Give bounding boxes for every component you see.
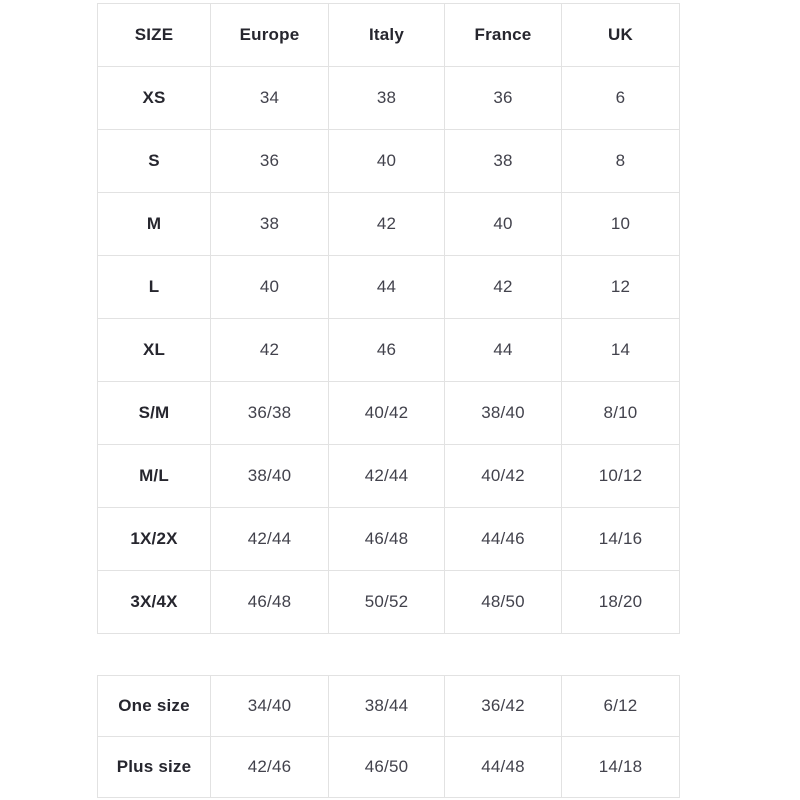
- size-label: L: [97, 255, 211, 319]
- europe-value: 36: [210, 129, 329, 193]
- table-row: L 40 44 42 12: [97, 255, 680, 319]
- france-value: 40/42: [444, 444, 562, 508]
- italy-value: 42/44: [328, 444, 445, 508]
- table-row: M 38 42 40 10: [97, 192, 680, 256]
- table-row: XS 34 38 36 6: [97, 66, 680, 130]
- italy-value: 38: [328, 66, 445, 130]
- table-header-row: SIZE Europe Italy France UK: [97, 3, 680, 67]
- france-value: 38: [444, 129, 562, 193]
- uk-value: 8/10: [561, 381, 680, 445]
- france-value: 44/48: [444, 736, 562, 798]
- france-value: 44: [444, 318, 562, 382]
- uk-value: 14/18: [561, 736, 680, 798]
- size-label: S: [97, 129, 211, 193]
- size-label: M: [97, 192, 211, 256]
- europe-value: 40: [210, 255, 329, 319]
- europe-value: 46/48: [210, 570, 329, 634]
- uk-value: 12: [561, 255, 680, 319]
- france-value: 36: [444, 66, 562, 130]
- france-value: 48/50: [444, 570, 562, 634]
- column-header-france: France: [444, 3, 562, 67]
- size-label: Plus size: [97, 736, 211, 798]
- table-row: M/L 38/40 42/44 40/42 10/12: [97, 444, 680, 508]
- europe-value: 36/38: [210, 381, 329, 445]
- france-value: 42: [444, 255, 562, 319]
- italy-value: 46/50: [328, 736, 445, 798]
- europe-value: 34: [210, 66, 329, 130]
- column-header-uk: UK: [561, 3, 680, 67]
- size-label: M/L: [97, 444, 211, 508]
- table-row: 1X/2X 42/44 46/48 44/46 14/16: [97, 507, 680, 571]
- europe-value: 42/46: [210, 736, 329, 798]
- table-row: XL 42 46 44 14: [97, 318, 680, 382]
- italy-value: 40: [328, 129, 445, 193]
- europe-value: 42: [210, 318, 329, 382]
- france-value: 44/46: [444, 507, 562, 571]
- europe-value: 42/44: [210, 507, 329, 571]
- uk-value: 6: [561, 66, 680, 130]
- italy-value: 40/42: [328, 381, 445, 445]
- france-value: 40: [444, 192, 562, 256]
- uk-value: 10: [561, 192, 680, 256]
- table-row: 3X/4X 46/48 50/52 48/50 18/20: [97, 570, 680, 634]
- italy-value: 44: [328, 255, 445, 319]
- uk-value: 10/12: [561, 444, 680, 508]
- column-header-size: SIZE: [97, 3, 211, 67]
- size-label: XS: [97, 66, 211, 130]
- size-chart-tables: SIZE Europe Italy France UK XS 34 38 36 …: [97, 3, 680, 798]
- uk-value: 18/20: [561, 570, 680, 634]
- uk-value: 14/16: [561, 507, 680, 571]
- size-label: One size: [97, 675, 211, 737]
- table-row: S/M 36/38 40/42 38/40 8/10: [97, 381, 680, 445]
- france-value: 36/42: [444, 675, 562, 737]
- france-value: 38/40: [444, 381, 562, 445]
- size-label: 3X/4X: [97, 570, 211, 634]
- table-row: S 36 40 38 8: [97, 129, 680, 193]
- table-row: Plus size 42/46 46/50 44/48 14/18: [97, 736, 680, 798]
- size-label: XL: [97, 318, 211, 382]
- column-header-italy: Italy: [328, 3, 445, 67]
- size-label: 1X/2X: [97, 507, 211, 571]
- europe-value: 38/40: [210, 444, 329, 508]
- special-sizes-table: One size 34/40 38/44 36/42 6/12 Plus siz…: [97, 675, 680, 798]
- uk-value: 8: [561, 129, 680, 193]
- europe-value: 34/40: [210, 675, 329, 737]
- italy-value: 46: [328, 318, 445, 382]
- table-row: One size 34/40 38/44 36/42 6/12: [97, 675, 680, 737]
- italy-value: 42: [328, 192, 445, 256]
- italy-value: 50/52: [328, 570, 445, 634]
- column-header-europe: Europe: [210, 3, 329, 67]
- size-label: S/M: [97, 381, 211, 445]
- italy-value: 38/44: [328, 675, 445, 737]
- uk-value: 14: [561, 318, 680, 382]
- uk-value: 6/12: [561, 675, 680, 737]
- italy-value: 46/48: [328, 507, 445, 571]
- europe-value: 38: [210, 192, 329, 256]
- size-conversion-table: SIZE Europe Italy France UK XS 34 38 36 …: [97, 3, 680, 634]
